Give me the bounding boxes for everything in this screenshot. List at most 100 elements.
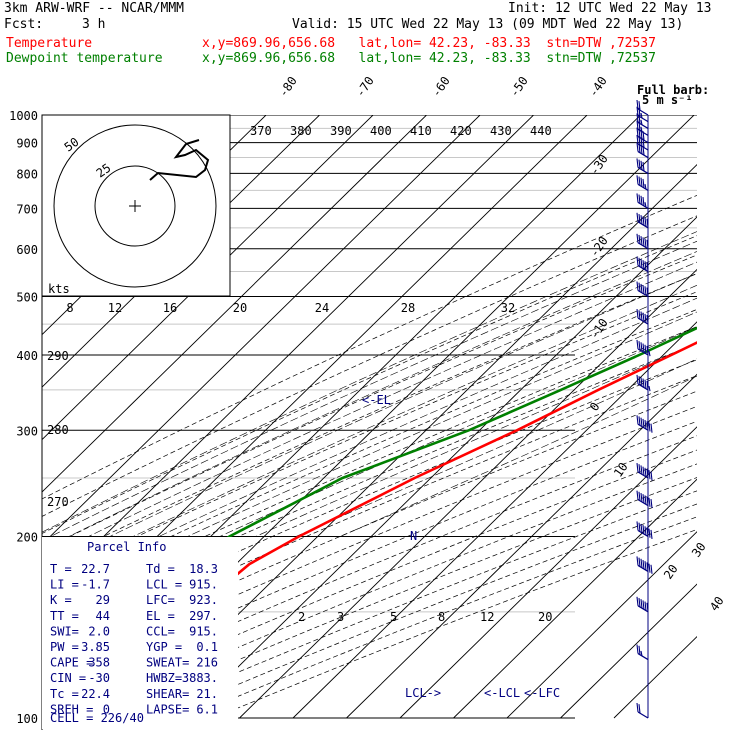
parcel-info-cell: 3.85 bbox=[81, 640, 110, 654]
wind-barb-flag bbox=[638, 176, 641, 186]
isotherm-tick-label: -40 bbox=[586, 74, 610, 100]
parcel-info-cell: CCL= bbox=[146, 624, 175, 638]
wind-barb-flag bbox=[638, 136, 641, 146]
wind-barb bbox=[636, 142, 649, 159]
wind-barb-flag bbox=[642, 138, 645, 148]
wind-barb-flag bbox=[646, 602, 649, 612]
hodograph-ring-label: 50 bbox=[62, 135, 82, 155]
wind-barb-flag bbox=[644, 217, 647, 227]
wind-barb-flag bbox=[636, 339, 639, 350]
wind-barb-flag bbox=[636, 556, 639, 566]
dry-adiabat-line bbox=[42, 406, 697, 683]
dry-adiabat-line bbox=[42, 254, 697, 551]
wind-barb bbox=[636, 596, 649, 613]
wind-barb-flag bbox=[646, 496, 649, 506]
wind-barb-flag bbox=[638, 159, 641, 169]
parcel-info-cell: K = bbox=[50, 593, 72, 607]
parcel-info-cell: 22.7 bbox=[81, 562, 110, 576]
isotherm-tick-label: -50 bbox=[507, 74, 531, 100]
wind-barb-flag bbox=[644, 344, 647, 354]
hodograph: 25 50 kts 8 12 16 20 24 28 32 bbox=[41, 114, 515, 315]
parcel-box-bg bbox=[42, 537, 238, 729]
wind-barb bbox=[636, 256, 649, 273]
parcel-info-cell: CAPE = bbox=[50, 656, 93, 670]
parcel-info-title: Parcel Info bbox=[87, 540, 166, 554]
wind-barb bbox=[636, 702, 649, 719]
theta-e-tick-label: 8 bbox=[66, 301, 73, 315]
moist-adiabat-line bbox=[295, 358, 697, 537]
isotherm-line bbox=[506, 531, 697, 719]
wind-barb-flag bbox=[636, 281, 639, 291]
wind-barb-flag bbox=[648, 528, 651, 538]
el-marker: <-EL bbox=[362, 393, 391, 407]
pressure-tick-label: 500 bbox=[16, 291, 38, 305]
dry-adiabat-line bbox=[42, 375, 697, 656]
isotherm-tick-label: 10 bbox=[611, 460, 631, 480]
theta-e-tick-label: 12 bbox=[108, 301, 122, 315]
theta-tick-label: 430 bbox=[490, 124, 512, 138]
pressure-tick-label: 300 bbox=[16, 424, 38, 438]
pressure-axis: 100 200 300 400 500 600 700 800 900 1000 bbox=[9, 109, 43, 730]
parcel-info-cell: 0.1 bbox=[196, 640, 218, 654]
wind-barb-flag bbox=[636, 233, 639, 243]
wind-barb-flag bbox=[650, 471, 653, 481]
wind-barb-flag bbox=[638, 464, 641, 474]
wind-barb-flag bbox=[640, 112, 643, 119]
isotherm-line bbox=[453, 478, 697, 719]
parcel-info-cell: EL = bbox=[146, 609, 175, 623]
parcel-info-box: Parcel Info T = 22.7 Td = 18.3 LI = -1.7 LCL = 9… bbox=[42, 537, 238, 729]
wind-barb bbox=[636, 521, 653, 539]
parcel-info-cell: 0 bbox=[103, 702, 110, 716]
wind-barb-flag bbox=[638, 310, 641, 320]
valid-time: Valid: 15 UTC Wed 22 May 13 (09 MDT Wed … bbox=[292, 17, 684, 32]
wind-barb-flag bbox=[650, 498, 653, 509]
wind-barb-flag bbox=[642, 178, 645, 188]
wind-barb-flag bbox=[642, 559, 645, 570]
wind-barb-flag bbox=[642, 196, 645, 207]
wind-barb-flag bbox=[638, 704, 641, 714]
parcel-info-cell: 923. bbox=[189, 593, 218, 607]
dry-adiabat-line bbox=[42, 390, 697, 669]
wind-barb-flag bbox=[646, 562, 649, 572]
wind-barb-flag bbox=[638, 101, 641, 111]
wind-barb-flag bbox=[640, 137, 643, 147]
pressure-tick-label: 800 bbox=[16, 167, 38, 181]
parcel-info-cell: LAPSE= bbox=[146, 702, 189, 716]
wind-barb-flag bbox=[638, 376, 641, 386]
parcel-info-cell: 915. bbox=[189, 624, 218, 638]
isotherm-line bbox=[346, 373, 697, 719]
wind-barb-flag bbox=[638, 121, 641, 131]
dry-adiabat-line bbox=[102, 477, 697, 719]
wind-barb-flag bbox=[638, 114, 641, 124]
parcel-info-cell: 358 bbox=[88, 656, 110, 670]
wind-barb bbox=[636, 281, 649, 298]
parcel-info-cell: 3883. bbox=[182, 671, 218, 685]
forecast-label: Fcst: bbox=[4, 17, 44, 32]
parcel-info-cell: 2.0 bbox=[88, 624, 110, 638]
wind-barbs bbox=[636, 99, 653, 719]
wind-barb-flag bbox=[638, 416, 641, 426]
wind-barb-flag bbox=[636, 644, 639, 654]
wind-barb-flag bbox=[640, 144, 643, 155]
dewpoint-location: x,y=869.96,656.68 lat,lon= 42.23, -83.33… bbox=[202, 51, 656, 66]
init-time: Init: 12 UTC Wed 22 May 13 bbox=[508, 1, 712, 16]
dry-adiabat-line bbox=[42, 435, 697, 709]
wind-barb-flag bbox=[642, 525, 645, 535]
mixing-ratio-tick-label: 5 bbox=[390, 610, 397, 624]
wind-barb-flag bbox=[636, 415, 639, 425]
pressure-tick-label: 600 bbox=[16, 243, 38, 257]
wind-barb-flag bbox=[642, 285, 645, 295]
mixing-ratio-tick-label: 3 bbox=[337, 610, 344, 624]
wind-barb-flag bbox=[636, 490, 639, 500]
parcel-info-cell: -1.7 bbox=[81, 578, 110, 592]
wind-barb-flag bbox=[646, 262, 649, 272]
moist-adiabat-line bbox=[158, 297, 697, 537]
wind-barb bbox=[636, 233, 649, 250]
wind-barb-flag bbox=[636, 309, 639, 319]
wind-barb-flag bbox=[642, 343, 645, 353]
full-barb-value: 5 m s⁻¹ bbox=[642, 93, 693, 107]
parcel-info-cell: HWBZ= bbox=[146, 671, 182, 685]
pressure-tick-label: 1000 bbox=[9, 109, 38, 123]
isotherm-line bbox=[292, 321, 697, 719]
wind-barb-flag bbox=[638, 597, 641, 608]
